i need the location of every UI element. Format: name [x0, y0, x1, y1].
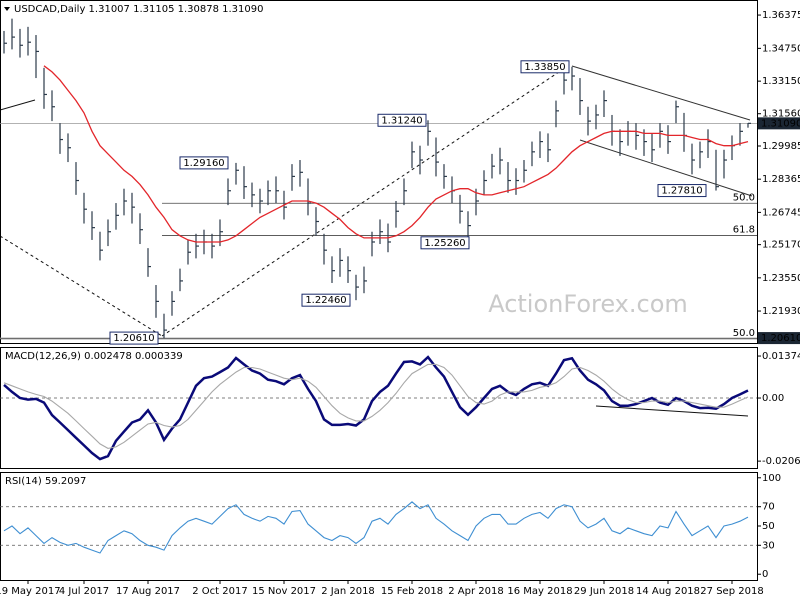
price-annotation [301, 293, 351, 307]
line [3, 363, 749, 449]
x-tick-label: 17 Aug 2017 [116, 586, 180, 597]
y-tick-label: 50 [762, 521, 775, 532]
y-tick-label: 30 [762, 540, 775, 551]
x-tick-label: 16 May 2018 [507, 586, 572, 597]
level-label: 50.0 [733, 328, 755, 339]
annotation-label: 1.20610 [113, 333, 154, 344]
x-tick-label: 4 Jul 2017 [59, 586, 109, 597]
level-label: 50.0 [733, 192, 755, 203]
y-tick-label: 1.36375 [762, 10, 800, 21]
trendline [595, 405, 749, 417]
watermark: ActionForex.com [488, 290, 688, 318]
x-tick-label: 29 Jun 2018 [574, 586, 634, 597]
channel-line [579, 139, 753, 197]
annotation-label: 1.25260 [424, 238, 465, 249]
y-tick-label: 1.31560 [762, 109, 800, 120]
annotation-label: 1.31240 [381, 115, 422, 126]
pane-title: MACD(12,26,9) 0.002478 0.000339 [5, 351, 183, 362]
trendlines [0, 65, 753, 417]
x-tick-label: 2 Apr 2018 [448, 586, 503, 597]
pane-title: RSI(14) 59.2097 [5, 476, 86, 487]
trendline [0, 235, 163, 337]
price-annotation [520, 60, 570, 74]
y-tick-label: 1.26745 [762, 207, 800, 218]
price-tag-label: 1.31090 [761, 118, 800, 129]
line [3, 355, 749, 461]
x-tick-label: 19 May 2017 [0, 586, 61, 597]
line [43, 65, 749, 243]
trendline [0, 99, 36, 111]
y-tick-label: 70 [762, 502, 775, 513]
channel-line [571, 65, 751, 121]
x-tick-label: 2 Oct 2017 [192, 586, 247, 597]
price-annotation [179, 156, 229, 170]
menu-arrow [4, 7, 10, 11]
pane-border [0, 472, 758, 581]
line [3, 501, 749, 554]
y-tick-label: 0.00 [762, 393, 784, 404]
y-tick-label: 0 [762, 569, 768, 580]
x-tick-label: 15 Nov 2017 [252, 586, 316, 597]
x-tick-label: 27 Sep 2018 [700, 586, 763, 597]
annotation-label: 1.33850 [524, 62, 565, 73]
annotation-label: 1.22460 [305, 295, 346, 306]
price-annotation [377, 113, 427, 127]
pane-border [0, 347, 758, 469]
y-tick-label: 1.25170 [762, 240, 800, 251]
pane-title: USDCAD,Daily 1.31007 1.31105 1.30878 1.3… [14, 4, 264, 15]
price-tag [758, 332, 800, 345]
annotation-label: 1.29160 [183, 158, 224, 169]
y-tick-label: 100 [762, 473, 781, 484]
price-annotation [657, 184, 707, 198]
y-tick-label: 1.21930 [762, 306, 800, 317]
annotation-label: 1.27810 [661, 186, 702, 197]
y-tick-label: 1.28365 [762, 174, 800, 185]
y-tick-label: 1.29985 [762, 141, 800, 152]
y-tick-label: 0.01374 [762, 351, 800, 362]
price-annotation [420, 236, 470, 250]
pane-border [0, 0, 758, 344]
y-tick-label: 1.23550 [762, 273, 800, 284]
x-tick-label: 14 Aug 2018 [636, 586, 700, 597]
price-tag-label: 1.20610 [761, 333, 800, 344]
price-tag [758, 117, 800, 130]
y-tick-label: -0.02065 [762, 456, 800, 467]
y-tick-label: 1.33150 [762, 76, 800, 87]
y-tick-label: 1.34750 [762, 43, 800, 54]
level-label: 61.8 [733, 224, 755, 235]
x-tick-label: 2 Jan 2018 [321, 586, 375, 597]
price-annotation [109, 331, 159, 345]
x-tick-label: 15 Feb 2018 [381, 586, 443, 597]
